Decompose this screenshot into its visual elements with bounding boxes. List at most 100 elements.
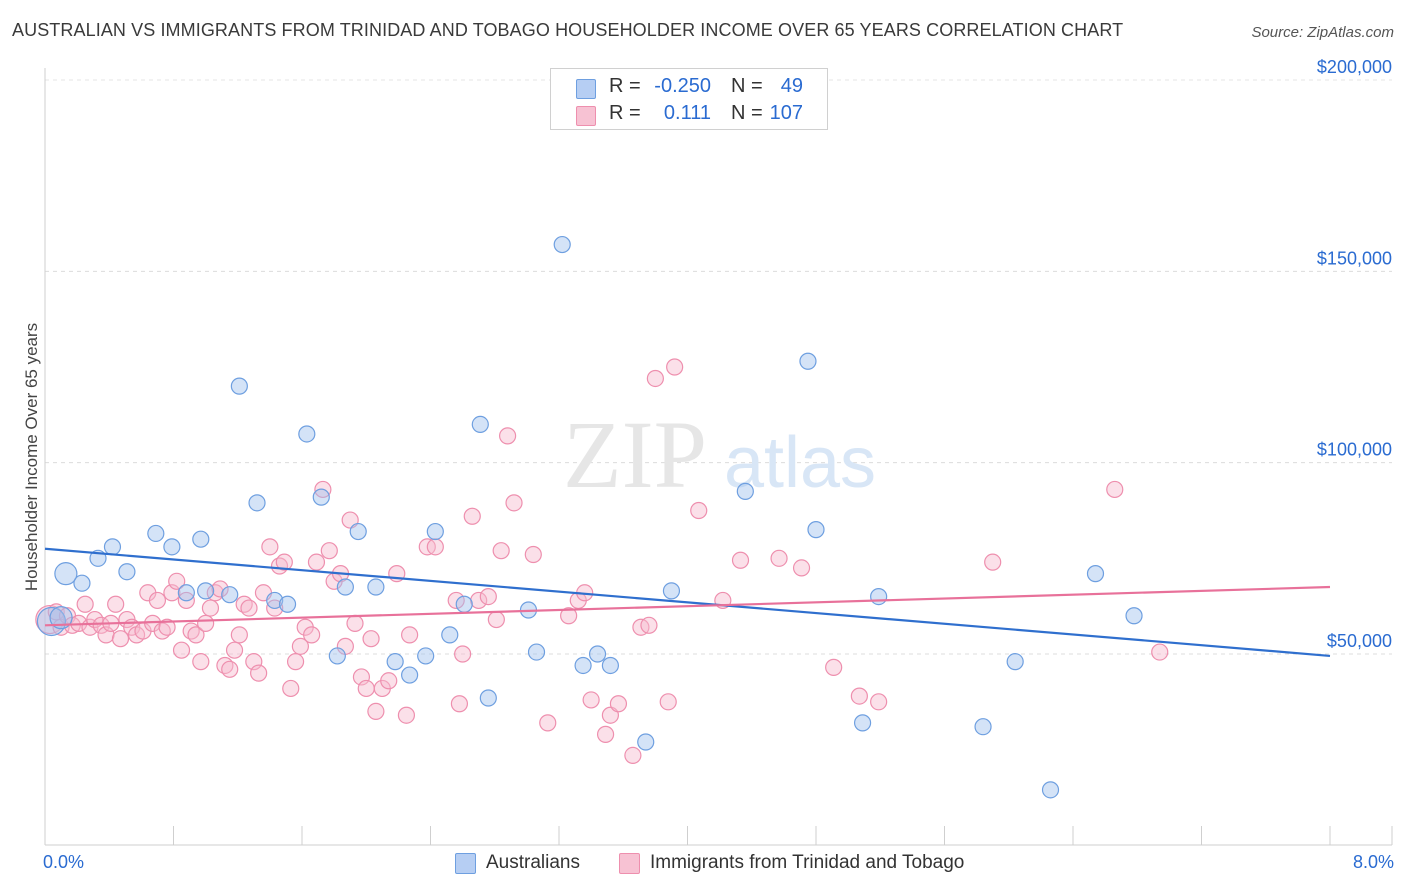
point-immigrants — [168, 572, 186, 590]
point-australians — [637, 733, 655, 751]
point-immigrants — [221, 660, 239, 678]
stats-row-immigrants: R = 0.111 N = 107 — [551, 100, 827, 128]
point-australians — [401, 666, 419, 684]
point-australians — [426, 522, 444, 541]
point-australians — [601, 656, 620, 675]
n-label: N = — [731, 102, 763, 124]
x-tick-label-min: 0.0% — [43, 852, 85, 872]
y-tick-label: $50,000 — [1327, 631, 1392, 651]
point-immigrants — [505, 494, 523, 512]
point-immigrants — [250, 664, 268, 682]
point-immigrants — [172, 641, 191, 659]
r-value: 0.111 — [663, 102, 711, 124]
point-australians — [807, 521, 825, 539]
axes — [44, 68, 1393, 846]
point-immigrants — [201, 599, 220, 617]
point-australians — [1006, 653, 1024, 671]
point-immigrants — [282, 679, 300, 698]
chart-title: AUSTRALIAN VS IMMIGRANTS FROM TRINIDAD A… — [12, 20, 1124, 40]
point-immigrants — [320, 542, 338, 560]
point-australians — [328, 647, 346, 665]
watermark-atlas: atlas — [724, 423, 876, 503]
point-immigrants — [192, 653, 210, 671]
point-australians — [49, 606, 73, 630]
r-label: R = — [609, 75, 641, 97]
x-tick-label-max: 8.0% — [1352, 852, 1394, 872]
point-immigrants — [479, 587, 497, 606]
point-immigrants — [640, 616, 658, 634]
point-australians — [799, 352, 817, 370]
point-immigrants — [362, 630, 380, 648]
point-immigrants — [346, 614, 364, 632]
point-immigrants — [197, 614, 215, 632]
r-label: R = — [609, 102, 641, 124]
point-immigrants — [447, 591, 465, 610]
point-immigrants — [596, 725, 615, 743]
trend-line-immigrants — [44, 585, 1331, 627]
point-australians — [221, 586, 239, 604]
point-immigrants — [380, 672, 398, 690]
point-australians — [349, 522, 367, 541]
point-australians — [853, 714, 872, 732]
point-immigrants — [230, 626, 248, 644]
point-immigrants — [690, 501, 708, 520]
point-immigrants — [1106, 480, 1124, 499]
point-immigrants — [825, 658, 843, 676]
stats-box: R = -0.250 N = 49 R = 0.111 N = 107 — [550, 68, 828, 130]
point-australians — [147, 524, 165, 543]
stats-swatch-australians — [576, 79, 596, 99]
point-australians — [177, 584, 195, 602]
point-immigrants — [158, 618, 176, 636]
n-value: 107 — [769, 102, 803, 124]
point-immigrants — [666, 358, 684, 376]
point-immigrants — [454, 645, 472, 663]
point-immigrants — [303, 626, 321, 644]
point-immigrants — [286, 653, 305, 671]
point-immigrants — [1151, 643, 1169, 661]
point-immigrants — [397, 706, 416, 724]
n-value: 49 — [780, 75, 803, 97]
y-tick-label: $100,000 — [1317, 440, 1392, 460]
series-australians-points — [36, 235, 1143, 799]
point-immigrants — [357, 679, 375, 698]
point-immigrants — [463, 507, 481, 525]
point-australians — [588, 645, 607, 663]
point-immigrants — [225, 641, 244, 659]
point-australians — [298, 425, 316, 443]
point-immigrants — [770, 549, 788, 567]
point-immigrants — [187, 626, 205, 644]
point-immigrants — [426, 538, 444, 556]
point-immigrants — [624, 746, 642, 765]
point-immigrants — [609, 695, 628, 713]
point-australians — [54, 562, 78, 586]
trend-lines — [44, 547, 1331, 658]
point-immigrants — [111, 630, 130, 648]
point-australians — [574, 656, 592, 675]
point-australians — [441, 626, 459, 644]
point-australians — [248, 494, 266, 512]
point-australians — [367, 578, 385, 596]
point-immigrants — [211, 580, 229, 598]
point-immigrants — [582, 691, 600, 709]
point-immigrants — [524, 545, 542, 564]
point-immigrants — [659, 693, 677, 711]
point-immigrants — [107, 595, 125, 613]
watermark-zip: ZIP — [563, 401, 707, 508]
grid-lines — [45, 79, 1392, 655]
chart-source: Source: ZipAtlas.com — [1251, 24, 1394, 41]
point-australians — [736, 482, 754, 500]
point-immigrants — [984, 553, 1002, 571]
stats-swatch-immigrants — [576, 106, 596, 126]
point-australians — [553, 235, 571, 254]
point-immigrants — [487, 610, 505, 629]
legend-label: Australians — [486, 852, 580, 873]
point-immigrants — [367, 702, 385, 721]
point-australians — [1041, 781, 1060, 799]
point-immigrants — [307, 553, 326, 571]
y-tick-label: $150,000 — [1317, 248, 1392, 268]
y-tick-label: $200,000 — [1317, 57, 1392, 77]
point-australians — [471, 415, 489, 433]
point-australians — [479, 689, 497, 707]
point-australians — [73, 574, 91, 592]
